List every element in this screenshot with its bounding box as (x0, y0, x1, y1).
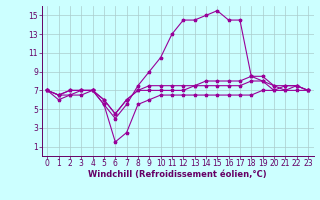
X-axis label: Windchill (Refroidissement éolien,°C): Windchill (Refroidissement éolien,°C) (88, 170, 267, 179)
